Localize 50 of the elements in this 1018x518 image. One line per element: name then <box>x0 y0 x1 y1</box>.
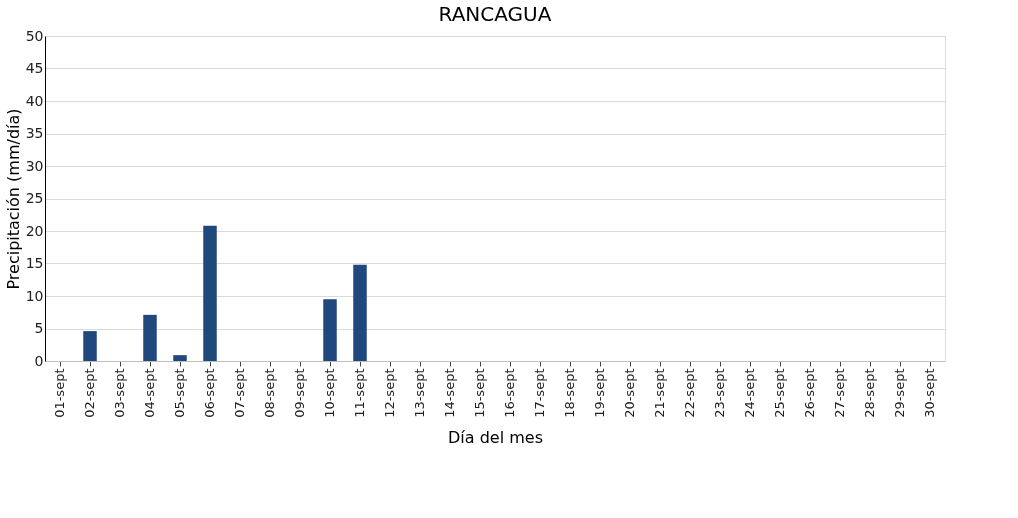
x-tick-label: 15-sept <box>472 368 487 418</box>
x-tick-label: 28-sept <box>862 368 877 418</box>
x-tick-label: 11-sept <box>352 368 367 418</box>
x-tick-label: 19-sept <box>592 368 607 418</box>
bar <box>83 331 97 361</box>
x-tick-label: 13-sept <box>412 368 427 418</box>
x-tick-label: 21-sept <box>652 368 667 418</box>
y-tick-label: 5 <box>34 320 44 336</box>
x-tick-label: 14-sept <box>442 368 457 418</box>
x-tick-label: 06-sept <box>202 368 217 418</box>
x-tick-label: 07-sept <box>232 368 247 418</box>
x-tick-label: 12-sept <box>382 368 397 418</box>
x-tick-label: 08-sept <box>262 368 277 418</box>
y-tick-label: 45 <box>25 60 44 76</box>
bar <box>173 355 187 361</box>
x-axis-title: Día del mes <box>448 427 543 447</box>
x-tick-label: 04-sept <box>142 368 157 418</box>
y-tick-label: 15 <box>25 255 44 271</box>
y-tick-label: 20 <box>25 222 44 239</box>
bar <box>203 225 217 361</box>
x-tick-label: 03-sept <box>112 368 127 418</box>
y-tick-label: 0 <box>34 352 44 369</box>
x-tick-label: 23-sept <box>712 368 727 418</box>
bar <box>323 299 337 361</box>
x-tick-label: 30-sept <box>922 368 937 418</box>
chart-title: RANCAGUA <box>438 2 552 26</box>
x-tick-label: 02-sept <box>82 368 97 418</box>
x-tick-label: 16-sept <box>502 368 517 418</box>
y-tick-label: 35 <box>25 125 44 141</box>
y-tick-label: 50 <box>25 27 44 44</box>
x-tick-label: 01-sept <box>52 368 67 418</box>
x-tick-label: 22-sept <box>682 368 697 418</box>
x-tick-label: 09-sept <box>292 368 307 418</box>
x-tick-label: 10-sept <box>322 368 337 418</box>
x-tick-label: 05-sept <box>172 368 187 418</box>
y-tick-label: 40 <box>25 92 44 109</box>
x-tick-label: 18-sept <box>562 368 577 418</box>
bar <box>353 264 367 361</box>
x-tick-label: 25-sept <box>772 368 787 418</box>
y-tick-label: 30 <box>25 157 44 174</box>
x-tick-label: 17-sept <box>532 368 547 418</box>
y-tick-label: 10 <box>25 287 44 304</box>
bar <box>143 314 157 361</box>
y-axis-title: Precipitación (mm/día) <box>3 108 23 290</box>
x-tick-label: 20-sept <box>622 368 637 418</box>
x-tick-label: 27-sept <box>832 368 847 418</box>
x-tick-label: 24-sept <box>742 368 757 418</box>
x-tick-label: 26-sept <box>802 368 817 418</box>
x-tick-label: 29-sept <box>892 368 907 418</box>
y-tick-label: 25 <box>25 190 44 206</box>
